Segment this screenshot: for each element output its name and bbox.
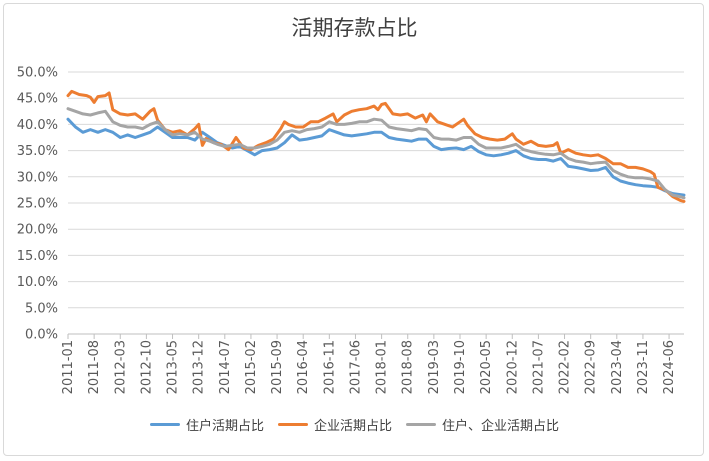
x-tick-label: 2013-05 <box>166 340 181 394</box>
x-tick-label: 2012-10 <box>139 340 154 394</box>
legend-label-combined: 住户、企业活期占比 <box>442 419 560 434</box>
legend-label-enterprise: 企业活期占比 <box>313 419 392 434</box>
chart-legend: 住户活期占比 企业活期占比 住户、企业活期占比 <box>0 415 709 434</box>
y-tick-label: 30.0% <box>17 170 58 185</box>
x-axis-ticks: 2011-01 2011-08 2012-03 2012-10 2013-05 2013-… <box>61 334 677 394</box>
x-tick-label: 2014-07 <box>218 340 233 394</box>
x-tick-label: 2022-09 <box>584 340 599 394</box>
x-tick-label: 2011-01 <box>61 340 76 394</box>
y-tick-label: 10.0% <box>17 275 58 290</box>
x-tick-label: 2015-02 <box>244 340 259 394</box>
x-tick-label: 2016-11 <box>322 340 337 394</box>
legend-item-household: 住户活期占比 <box>149 415 264 434</box>
y-tick-label: 0.0% <box>25 328 58 343</box>
x-tick-label: 2018-08 <box>401 340 416 394</box>
x-tick-label: 2019-10 <box>453 340 468 394</box>
y-tick-label: 20.0% <box>17 223 58 238</box>
legend-swatch-enterprise <box>277 423 308 426</box>
x-tick-label: 2022-02 <box>558 340 573 394</box>
y-tick-label: 5.0% <box>25 301 58 316</box>
legend-swatch-combined <box>406 423 436 426</box>
x-tick-label: 2018-01 <box>375 340 390 394</box>
x-tick-label: 2023-04 <box>610 340 625 394</box>
legend-item-combined: 住户、企业活期占比 <box>406 415 559 434</box>
series-line-enterprise <box>66 89 686 203</box>
x-tick-label: 2011-08 <box>87 340 102 394</box>
y-axis-ticks: 0.0% 5.0% 10.0% 15.0% 20.0% 25.0% 30.0% 35.0% 40… <box>17 66 58 343</box>
x-tick-label: 2015-09 <box>270 340 285 394</box>
series-line-household <box>66 117 686 197</box>
series-lines <box>66 89 686 203</box>
x-tick-label: 2021-07 <box>531 340 546 394</box>
x-tick-label: 2012-03 <box>113 340 128 394</box>
gridlines <box>68 71 684 335</box>
y-tick-label: 15.0% <box>17 249 58 264</box>
x-tick-label: 2020-05 <box>479 340 494 394</box>
legend-swatch-household <box>149 423 180 426</box>
x-tick-label: 2016-04 <box>296 340 311 394</box>
x-tick-label: 2024-06 <box>662 340 677 394</box>
series-line-combined <box>66 107 686 200</box>
y-tick-label: 35.0% <box>17 144 58 159</box>
legend-label-household: 住户活期占比 <box>185 419 264 434</box>
legend-item-enterprise: 企业活期占比 <box>277 415 392 434</box>
chart-title: 活期存款占比 <box>291 16 418 40</box>
x-tick-label: 2023-11 <box>636 340 651 394</box>
y-tick-label: 45.0% <box>17 92 58 107</box>
y-tick-label: 25.0% <box>17 197 58 212</box>
x-tick-label: 2013-12 <box>192 340 207 394</box>
x-tick-label: 2020-12 <box>505 340 520 394</box>
y-tick-label: 50.0% <box>17 66 58 81</box>
y-tick-label: 40.0% <box>17 118 58 133</box>
x-tick-label: 2017-06 <box>348 340 363 394</box>
x-tick-label: 2019-03 <box>427 340 442 394</box>
